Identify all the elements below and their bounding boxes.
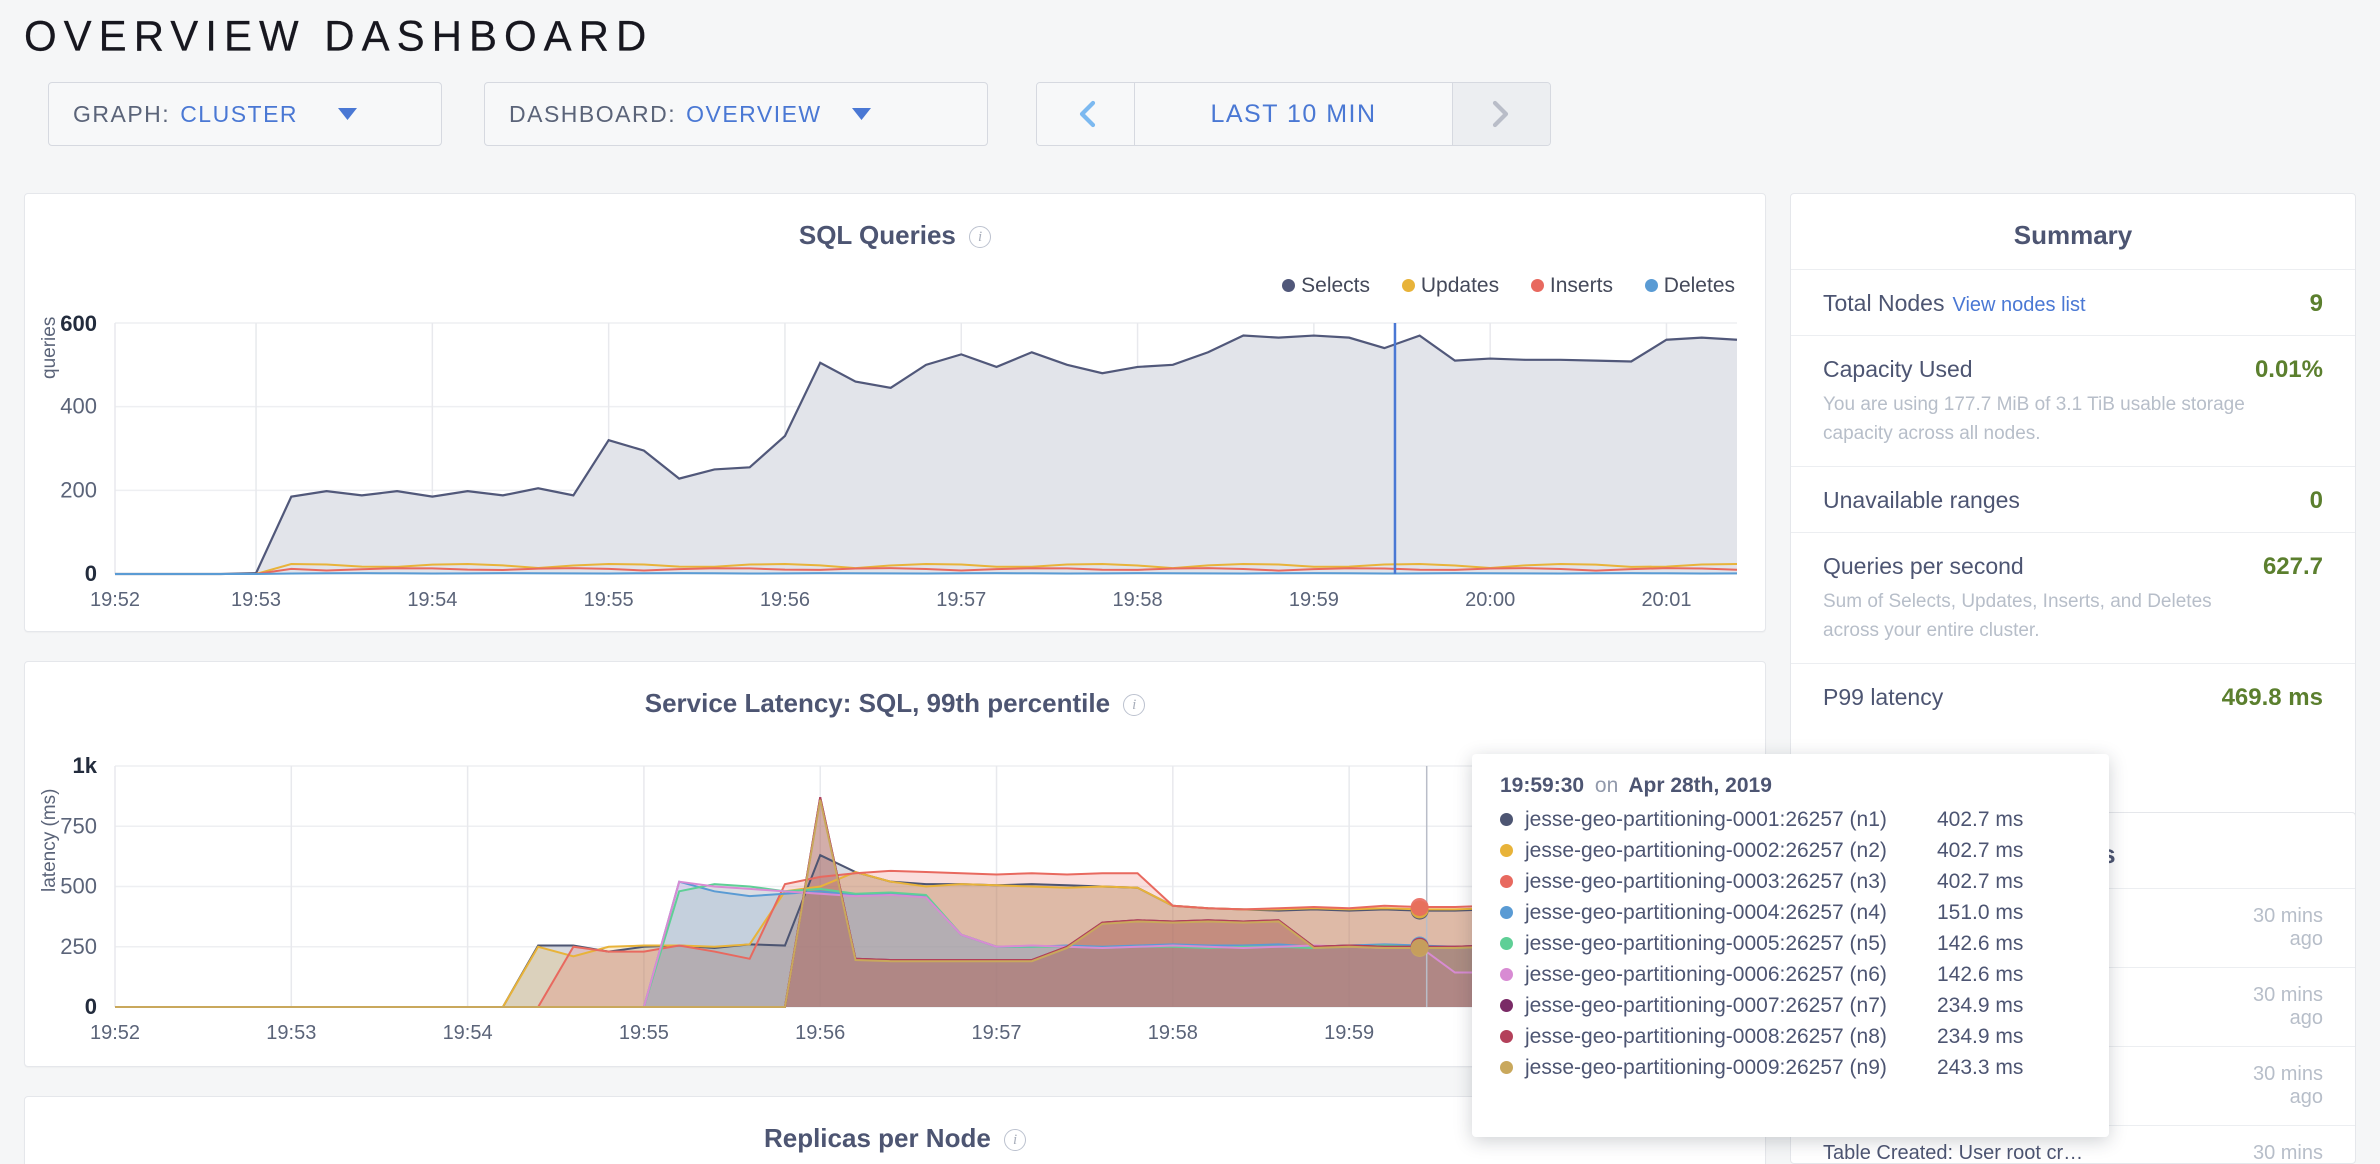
svg-text:19:55: 19:55 xyxy=(584,589,634,608)
svg-text:750: 750 xyxy=(60,813,97,838)
svg-text:19:58: 19:58 xyxy=(1148,1022,1198,1043)
svg-text:0: 0 xyxy=(85,561,97,586)
svg-text:19:52: 19:52 xyxy=(90,1022,140,1043)
svg-text:600: 600 xyxy=(60,311,97,336)
svg-text:400: 400 xyxy=(60,394,97,419)
svg-text:1k: 1k xyxy=(73,756,98,778)
svg-text:20:01: 20:01 xyxy=(1641,589,1691,608)
svg-text:19:52: 19:52 xyxy=(90,589,140,608)
svg-text:19:57: 19:57 xyxy=(971,1022,1021,1043)
svg-text:19:59: 19:59 xyxy=(1324,1022,1374,1043)
svg-text:19:54: 19:54 xyxy=(407,589,457,608)
svg-text:19:55: 19:55 xyxy=(619,1022,669,1043)
svg-text:19:57: 19:57 xyxy=(936,589,986,608)
svg-text:19:58: 19:58 xyxy=(1113,589,1163,608)
svg-text:250: 250 xyxy=(60,934,97,959)
svg-text:19:53: 19:53 xyxy=(231,589,281,608)
svg-text:19:56: 19:56 xyxy=(760,589,810,608)
svg-text:500: 500 xyxy=(60,874,97,899)
svg-text:19:54: 19:54 xyxy=(443,1022,493,1043)
svg-text:200: 200 xyxy=(60,477,97,502)
svg-text:19:56: 19:56 xyxy=(795,1022,845,1043)
svg-text:20:00: 20:00 xyxy=(1465,589,1515,608)
svg-text:19:53: 19:53 xyxy=(266,1022,316,1043)
svg-text:0: 0 xyxy=(85,994,97,1019)
svg-text:19:59: 19:59 xyxy=(1289,589,1339,608)
